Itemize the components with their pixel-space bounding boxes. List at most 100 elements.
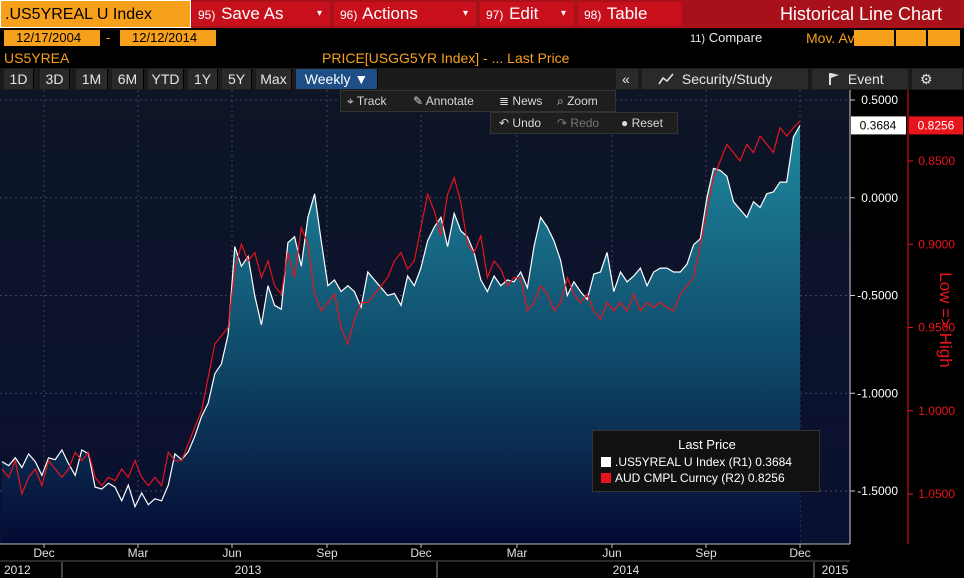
zoom-label: Zoom <box>567 94 598 108</box>
mov-avg-field-1[interactable] <box>854 30 894 46</box>
compare-button[interactable]: 11) Compare <box>690 28 762 49</box>
legend-label: .US5YREAL U Index (R1) 0.3684 <box>615 455 792 469</box>
range-max-button[interactable]: Max <box>256 69 292 89</box>
menu-label: Actions <box>362 4 418 23</box>
menu-number: 95) <box>198 8 216 22</box>
menu-label: Table <box>606 4 648 23</box>
menu-number: 96) <box>340 8 358 22</box>
table-menu[interactable]: 98) Table <box>578 2 682 26</box>
compare-label: Compare <box>708 30 763 45</box>
range-1m-button[interactable]: 1M <box>76 69 108 89</box>
year-label: 2012 <box>4 563 31 577</box>
track-button[interactable]: ⌖ Track <box>347 91 386 111</box>
end-date-field[interactable]: 12/12/2014 <box>120 30 216 46</box>
undo-button[interactable]: ↶ Undo <box>499 113 541 133</box>
x-tick-label: Dec <box>33 546 54 560</box>
legend-title: Last Price <box>678 437 736 452</box>
chart-history-bar: ↶ Undo ↷ Redo ● Reset <box>490 112 678 134</box>
x-tick-label: Mar <box>507 546 528 560</box>
year-label: 2015 <box>822 563 849 577</box>
event-button[interactable]: Event <box>812 69 908 89</box>
r1-tick-label: -1.5000 <box>857 484 898 498</box>
ticker-field[interactable]: .US5YREAL U Index <box>0 0 191 28</box>
r1-last-price-label: 0.3684 <box>860 118 897 132</box>
us5yreal-line <box>1 125 801 509</box>
reset-icon: ● <box>621 116 629 130</box>
search-icon: ⌕ <box>557 94 564 108</box>
legend-label: AUD CMPL Curncy (R2) 0.8256 <box>615 471 785 485</box>
actions-menu[interactable]: 96) Actions ▾ <box>334 2 476 26</box>
menu-number: 98) <box>584 8 602 22</box>
range-6m-button[interactable]: 6M <box>112 69 144 89</box>
r1-tick-label: -1.0000 <box>857 386 898 400</box>
r2-tick-label: 0.9000 <box>918 237 955 251</box>
event-label: Event <box>847 71 884 87</box>
menu-label: Edit <box>509 4 539 23</box>
news-label: News <box>512 94 543 108</box>
r2-tick-label: 1.0500 <box>918 487 955 501</box>
menu-number: 11) <box>690 33 706 45</box>
range-3d-button[interactable]: 3D <box>40 69 70 89</box>
year-label: 2013 <box>235 563 262 577</box>
r2-tick-label: 0.8500 <box>918 154 955 168</box>
date-separator: - <box>106 30 111 45</box>
mov-avg-field-3[interactable] <box>928 30 960 46</box>
chevron-down-icon: ▾ <box>462 8 468 19</box>
redo-button[interactable]: ↷ Redo <box>557 113 599 133</box>
window-title: Historical Line Chart <box>779 4 942 24</box>
crosshair-icon: ⌖ <box>347 94 354 108</box>
news-button[interactable]: ≣ News <box>499 91 542 111</box>
legend-row: .US5YREAL U Index (R1) 0.3684 <box>601 455 792 469</box>
title-bar: .US5YREAL U Index 95) Save As ▾ 96) Acti… <box>0 0 964 28</box>
price-field-label[interactable]: PRICE[USGG5YR Index] - ... Last Price <box>322 50 570 66</box>
r1-last-price-tag <box>851 116 906 135</box>
r1-tick-label: 0.0000 <box>861 191 898 205</box>
start-date-field[interactable]: 12/17/2004 <box>4 30 100 46</box>
x-tick-label: Mar <box>128 546 149 560</box>
security-study-button[interactable]: Security/Study <box>642 69 808 89</box>
reset-label: Reset <box>631 116 663 130</box>
x-tick-label: Dec <box>789 546 810 560</box>
range-1y-button[interactable]: 1Y <box>188 69 218 89</box>
range-5y-button[interactable]: 5Y <box>222 69 252 89</box>
mov-avgs-button[interactable]: Mov. Avgs <box>806 30 870 46</box>
zoom-button[interactable]: ⌕ Zoom <box>557 91 598 111</box>
x-tick-label: Jun <box>602 546 621 560</box>
undo-label: Undo <box>512 116 542 130</box>
undo-icon: ↶ <box>499 116 510 130</box>
security-study-label: Security/Study <box>681 71 773 87</box>
x-tick-label: Dec <box>410 546 431 560</box>
mov-avg-field-2[interactable] <box>896 30 926 46</box>
collapse-icon[interactable]: « <box>616 69 638 89</box>
track-label: Track <box>356 94 387 108</box>
frequency-dropdown[interactable]: Weekly ▼ <box>296 69 378 89</box>
save-as-menu[interactable]: 95) Save As ▾ <box>192 2 330 26</box>
chevron-down-icon: ▾ <box>316 8 322 19</box>
r2-axis-label: Low => High <box>936 272 955 367</box>
r1-tick-label: 0.5000 <box>861 93 898 107</box>
settings-button[interactable]: ⚙ <box>912 69 962 89</box>
chevron-down-icon: ▾ <box>560 8 566 19</box>
legend-swatch-red <box>601 473 611 483</box>
r2-tick-label: 1.0000 <box>918 404 955 418</box>
reset-button[interactable]: ● Reset <box>621 113 663 133</box>
news-icon: ≣ <box>499 94 510 108</box>
r2-last-price-tag <box>909 116 963 135</box>
range-ytd-button[interactable]: YTD <box>148 69 184 89</box>
chart-tools-bar: ⌖ Track ✎ Annotate ≣ News ⌕ Zoom <box>340 90 616 112</box>
chart-legend[interactable]: Last Price .US5YREAL U Index (R1) 0.3684… <box>592 430 820 492</box>
edit-menu[interactable]: 97) Edit ▾ <box>480 2 574 26</box>
r2-last-price-label: 0.8256 <box>918 118 955 132</box>
redo-icon: ↷ <box>557 116 568 130</box>
range-toolbar: 1D 3D 1M 6M YTD 1Y 5Y Max Weekly ▼ « Sec… <box>0 68 964 90</box>
x-tick-label: Jun <box>222 546 241 560</box>
chart-line-icon <box>658 73 674 85</box>
gear-icon: ⚙ <box>920 71 933 87</box>
range-1d-button[interactable]: 1D <box>4 69 34 89</box>
annotate-button[interactable]: ✎ Annotate <box>413 91 474 111</box>
symbol-label: US5YREA <box>4 50 70 66</box>
legend-row: AUD CMPL Curncy (R2) 0.8256 <box>601 471 785 485</box>
date-range-bar: 12/17/2004 - 12/12/2014 11) Compare Mov.… <box>0 28 964 48</box>
